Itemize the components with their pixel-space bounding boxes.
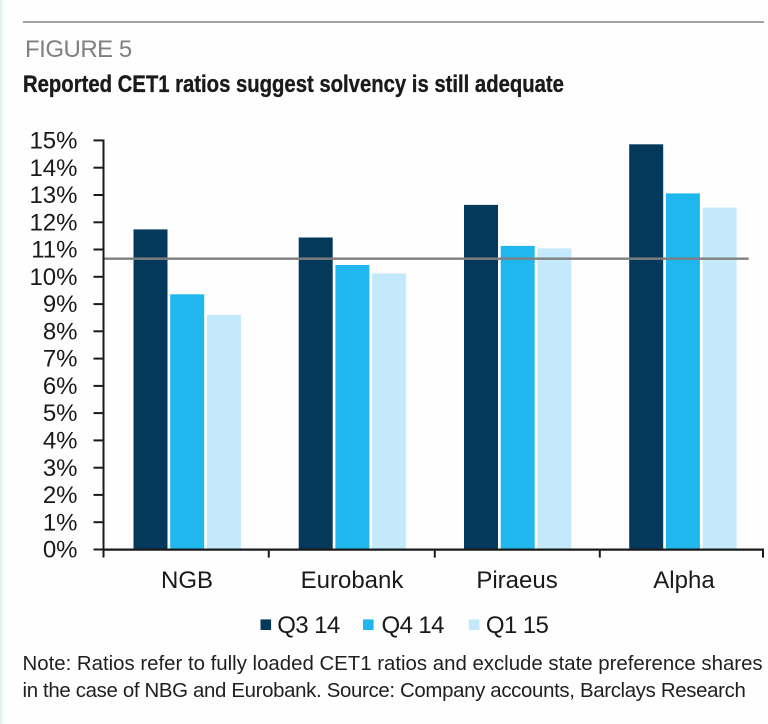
svg-text:Q4 14: Q4 14 <box>382 612 445 639</box>
svg-text:4%: 4% <box>43 428 78 455</box>
svg-text:6%: 6% <box>43 373 78 400</box>
svg-text:Q3 14: Q3 14 <box>277 612 340 639</box>
svg-text:Alpha: Alpha <box>653 567 715 594</box>
svg-text:0%: 0% <box>43 537 78 564</box>
svg-text:Q1 15: Q1 15 <box>486 612 549 639</box>
svg-text:8%: 8% <box>43 318 78 345</box>
svg-text:12%: 12% <box>29 209 77 236</box>
svg-text:Eurobank: Eurobank <box>301 567 405 594</box>
svg-text:9%: 9% <box>43 291 78 318</box>
svg-text:1%: 1% <box>43 509 78 536</box>
svg-text:3%: 3% <box>43 455 78 482</box>
svg-text:15%: 15% <box>29 128 77 155</box>
svg-text:10%: 10% <box>29 264 77 291</box>
svg-text:Piraeus: Piraeus <box>476 567 557 594</box>
svg-text:13%: 13% <box>29 182 77 209</box>
svg-text:11%: 11% <box>31 237 77 264</box>
svg-text:5%: 5% <box>43 400 78 427</box>
svg-text:14%: 14% <box>29 155 77 182</box>
svg-text:7%: 7% <box>43 346 78 373</box>
svg-text:NGB: NGB <box>161 567 213 594</box>
svg-text:2%: 2% <box>43 482 78 509</box>
